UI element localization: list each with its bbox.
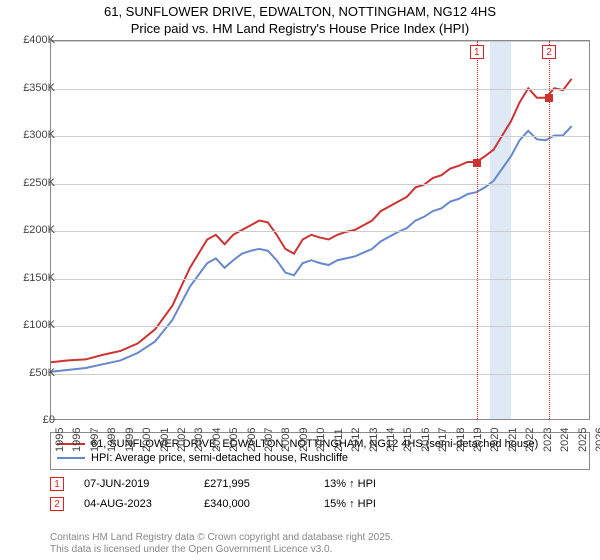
sale-date: 04-AUG-2023 <box>84 498 184 510</box>
legend-label: HPI: Average price, semi-detached house,… <box>91 452 348 464</box>
sale-id-badge: 2 <box>50 497 64 511</box>
y-gridline <box>51 89 589 90</box>
sale-id-badge: 1 <box>50 477 64 491</box>
y-tick-label: £350K <box>23 82 55 94</box>
y-tick-label: £250K <box>23 177 55 189</box>
sale-price: £271,995 <box>204 478 304 490</box>
y-gridline <box>51 231 589 232</box>
chart-container: 61, SUNFLOWER DRIVE, EDWALTON, NOTTINGHA… <box>0 0 600 560</box>
x-tick-label: 2016 <box>420 428 432 452</box>
y-tick-label: £400K <box>23 34 55 46</box>
x-tick-label: 2005 <box>228 428 240 452</box>
legend-row: HPI: Average price, semi-detached house,… <box>57 451 583 465</box>
x-tick-label: 2012 <box>350 428 362 452</box>
x-tick-label: 2020 <box>489 428 501 452</box>
x-tick-label: 1996 <box>71 428 83 452</box>
sale-row: 2 04-AUG-2023 £340,000 15% ↑ HPI <box>50 494 590 514</box>
sale-rows: 1 07-JUN-2019 £271,995 13% ↑ HPI 2 04-AUG-202… <box>50 474 590 514</box>
sale-row: 1 07-JUN-2019 £271,995 13% ↑ HPI <box>50 474 590 494</box>
y-tick-label: £0 <box>43 414 55 426</box>
attribution-line2: This data is licensed under the Open Gov… <box>50 544 393 556</box>
attribution: Contains HM Land Registry data © Crown c… <box>50 532 393 556</box>
sale-date: 07-JUN-2019 <box>84 478 184 490</box>
x-tick-label: 2018 <box>455 428 467 452</box>
sale-marker-dot <box>545 94 553 102</box>
x-tick-label: 2023 <box>542 428 554 452</box>
y-tick-label: £200K <box>23 224 55 236</box>
y-gridline <box>51 136 589 137</box>
plot-area: 12 <box>50 40 590 420</box>
y-gridline <box>51 374 589 375</box>
chart-title-line2: Price paid vs. HM Land Registry's House … <box>0 21 600 36</box>
x-tick-label: 2000 <box>141 428 153 452</box>
y-tick-label: £150K <box>23 272 55 284</box>
x-tick-label: 2026 <box>594 428 600 452</box>
x-tick-label: 1999 <box>124 428 136 452</box>
x-tick-label: 2004 <box>211 428 223 452</box>
x-tick-label: 2025 <box>577 428 589 452</box>
y-tick-label: £100K <box>23 319 55 331</box>
x-tick-label: 2007 <box>263 428 275 452</box>
x-tick-label: 2015 <box>402 428 414 452</box>
x-tick-label: 2014 <box>385 428 397 452</box>
y-tick-label: £50K <box>29 367 55 379</box>
series-line <box>51 126 572 372</box>
x-tick-label: 2010 <box>315 428 327 452</box>
x-tick-label: 2024 <box>559 428 571 452</box>
x-tick-label: 2017 <box>437 428 449 452</box>
sale-marker-badge: 2 <box>542 45 556 59</box>
chart-lines-svg <box>51 41 589 419</box>
x-tick-label: 1998 <box>106 428 118 452</box>
sale-price: £340,000 <box>204 498 304 510</box>
sale-marker-dot <box>473 159 481 167</box>
y-tick-label: £300K <box>23 129 55 141</box>
series-line <box>51 79 572 363</box>
chart-title-line1: 61, SUNFLOWER DRIVE, EDWALTON, NOTTINGHA… <box>0 0 600 21</box>
x-tick-label: 2011 <box>333 428 345 452</box>
x-tick-label: 2001 <box>159 428 171 452</box>
sale-marker-line <box>477 41 478 419</box>
x-tick-label: 2006 <box>246 428 258 452</box>
x-tick-label: 2009 <box>298 428 310 452</box>
sale-pct-vs-hpi: 13% ↑ HPI <box>324 478 424 490</box>
y-gridline <box>51 326 589 327</box>
x-tick-label: 2022 <box>524 428 536 452</box>
attribution-line1: Contains HM Land Registry data © Crown c… <box>50 532 393 544</box>
x-tick-label: 2002 <box>176 428 188 452</box>
x-tick-label: 1997 <box>89 428 101 452</box>
y-gridline <box>51 279 589 280</box>
legend-swatch <box>57 457 85 459</box>
sale-marker-badge: 1 <box>470 45 484 59</box>
x-tick-label: 2013 <box>368 428 380 452</box>
y-gridline <box>51 41 589 42</box>
x-tick-label: 2008 <box>280 428 292 452</box>
sale-pct-vs-hpi: 15% ↑ HPI <box>324 498 424 510</box>
x-tick-label: 1995 <box>54 428 66 452</box>
x-tick-label: 2019 <box>472 428 484 452</box>
x-tick-label: 2021 <box>507 428 519 452</box>
y-gridline <box>51 184 589 185</box>
x-tick-label: 2003 <box>193 428 205 452</box>
